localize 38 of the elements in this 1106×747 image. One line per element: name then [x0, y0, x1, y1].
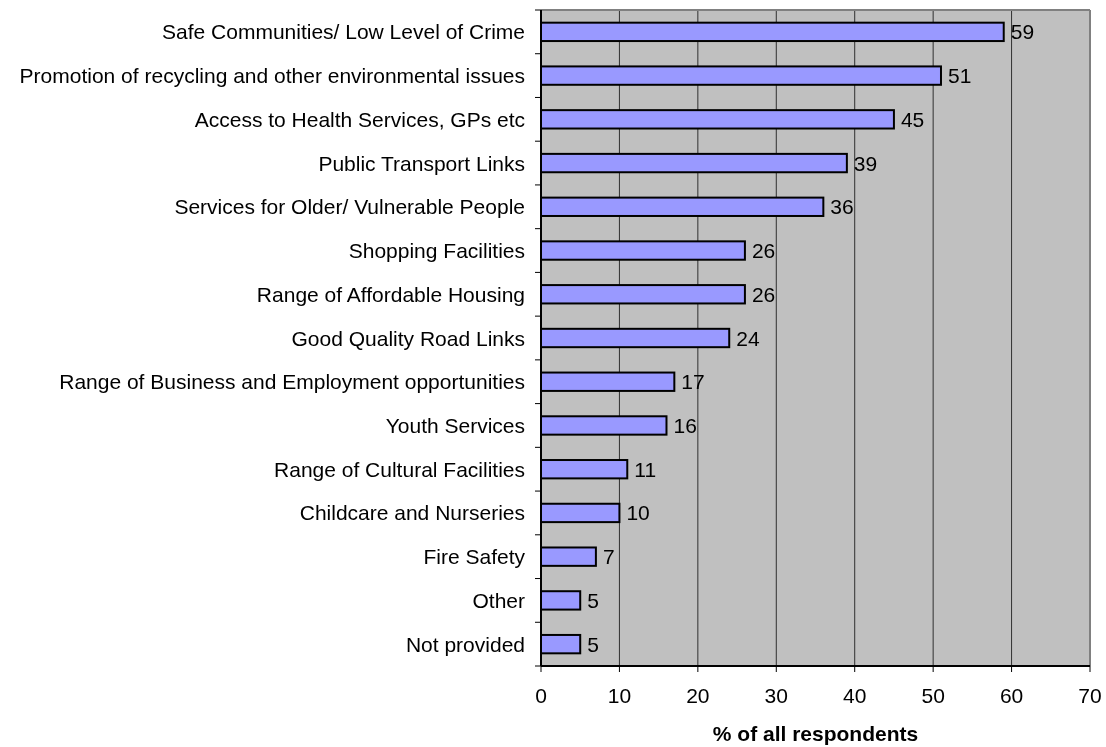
- data-label: 7: [602, 545, 615, 569]
- x-tick-label: 0: [535, 683, 547, 707]
- y-tick-label: Childcare and Nurseries: [299, 501, 525, 525]
- data-label: 24: [736, 326, 760, 350]
- y-tick-label: Not provided: [405, 632, 525, 656]
- data-label: 11: [634, 457, 657, 481]
- y-tick-label: Range of Cultural Facilities: [274, 457, 525, 481]
- x-tick-label: 50: [921, 683, 945, 707]
- data-label: 51: [947, 64, 972, 88]
- y-tick-label: Range of Affordable Housing: [256, 282, 525, 306]
- y-tick-label: Access to Health Services, GPs etc: [194, 107, 525, 131]
- x-tick-label: 30: [764, 683, 788, 707]
- x-tick-label: 10: [607, 683, 632, 707]
- x-tick-label: 40: [843, 683, 867, 707]
- x-tick-label: 20: [686, 683, 710, 707]
- x-tick-label: 60: [999, 683, 1024, 707]
- data-label: 59: [1010, 20, 1035, 44]
- data-label: 26: [751, 239, 776, 263]
- data-label: 17: [681, 370, 705, 394]
- data-label: 45: [900, 107, 925, 131]
- y-tick-label: Youth Services: [385, 413, 525, 437]
- data-label: 5: [587, 632, 599, 656]
- y-tick-label: Services for Older/ Vulnerable People: [174, 195, 525, 219]
- y-tick-label: Range of Business and Employment opportunities: [59, 370, 525, 394]
- data-label: 16: [673, 413, 697, 437]
- data-label: 26: [751, 282, 776, 306]
- data-label: 10: [626, 501, 650, 525]
- y-tick-label: Shopping Facilities: [348, 239, 525, 263]
- x-tick-label: 70: [1078, 683, 1102, 707]
- y-tick-label: Good Quality Road Links: [291, 326, 525, 350]
- data-label: 36: [830, 195, 854, 219]
- y-tick-label: Public Transport Links: [318, 151, 525, 175]
- y-tick-label: Other: [472, 588, 525, 612]
- y-tick-label: Promotion of recycling and other environmental issues: [19, 64, 525, 88]
- y-tick-label: Fire Safety: [423, 545, 526, 569]
- x-axis-title: % of all respondents: [712, 721, 919, 745]
- data-label: 5: [587, 588, 599, 612]
- y-tick-label: Safe Communities/ Low Level of Crime: [162, 20, 525, 44]
